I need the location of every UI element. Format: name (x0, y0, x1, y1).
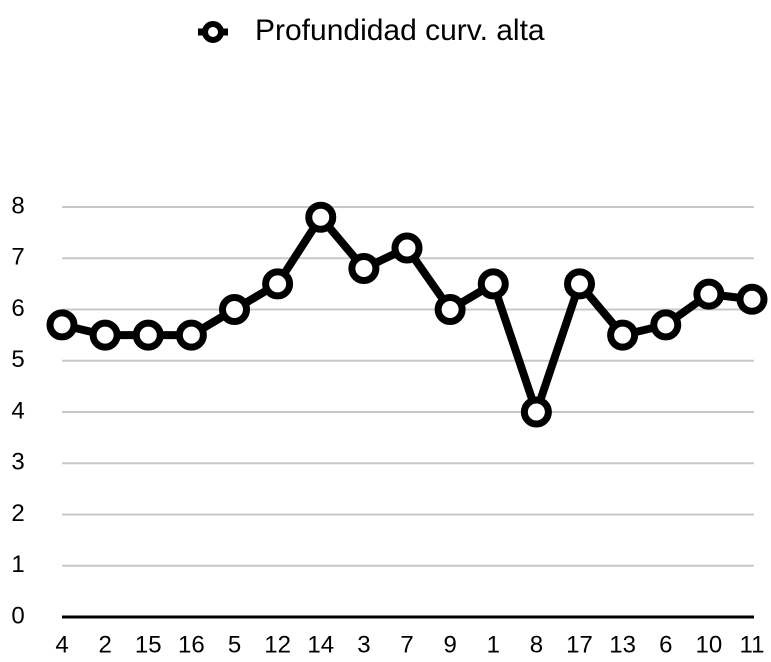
y-tick-label: 5 (11, 346, 24, 373)
data-point (693, 278, 725, 310)
x-tick-label: 10 (696, 631, 723, 658)
data-point (46, 309, 78, 341)
data-point (607, 319, 639, 351)
x-tick-label: 14 (307, 631, 334, 658)
data-point (348, 253, 380, 284)
data-point (520, 396, 552, 428)
x-tick-label: 9 (443, 631, 456, 658)
y-tick-label: 7 (11, 244, 24, 271)
y-tick-label: 0 (11, 602, 24, 629)
legend-label: Profundidad curv. alta (255, 14, 545, 47)
data-point (564, 268, 595, 300)
data-point (391, 232, 423, 264)
y-tick-label: 6 (11, 295, 24, 322)
x-tick-label: 11 (740, 631, 765, 658)
data-point (434, 294, 466, 325)
x-tick-label: 16 (178, 631, 205, 658)
data-point (175, 319, 207, 351)
x-tick-label: 1 (487, 631, 500, 658)
y-tick-label: 4 (11, 397, 24, 424)
data-point (736, 283, 768, 315)
data-point (219, 294, 250, 325)
y-tick-label: 8 (11, 192, 24, 219)
x-tick-label: 5 (228, 631, 241, 658)
x-tick-label: 6 (659, 631, 672, 658)
data-point (477, 268, 509, 300)
data-point (262, 268, 294, 300)
legend-marker (202, 21, 224, 43)
x-tick-label: 4 (55, 631, 68, 658)
x-tick-label: 17 (566, 631, 593, 658)
x-tick-label: 8 (530, 631, 543, 658)
x-tick-label: 3 (357, 631, 370, 658)
x-tick-label: 13 (609, 631, 636, 658)
data-point (305, 201, 337, 233)
data-point (132, 319, 164, 351)
x-tick-label: 15 (135, 631, 162, 658)
x-tick-label: 2 (98, 631, 111, 658)
data-point (89, 319, 121, 351)
y-tick-label: 2 (11, 500, 24, 527)
x-tick-label: 7 (400, 631, 413, 658)
x-tick-label: 12 (264, 631, 291, 658)
legend: Profundidad curv. alta (198, 14, 545, 47)
y-tick-label: 3 (11, 449, 24, 476)
data-point (650, 309, 682, 341)
y-tick-label: 1 (11, 551, 24, 578)
